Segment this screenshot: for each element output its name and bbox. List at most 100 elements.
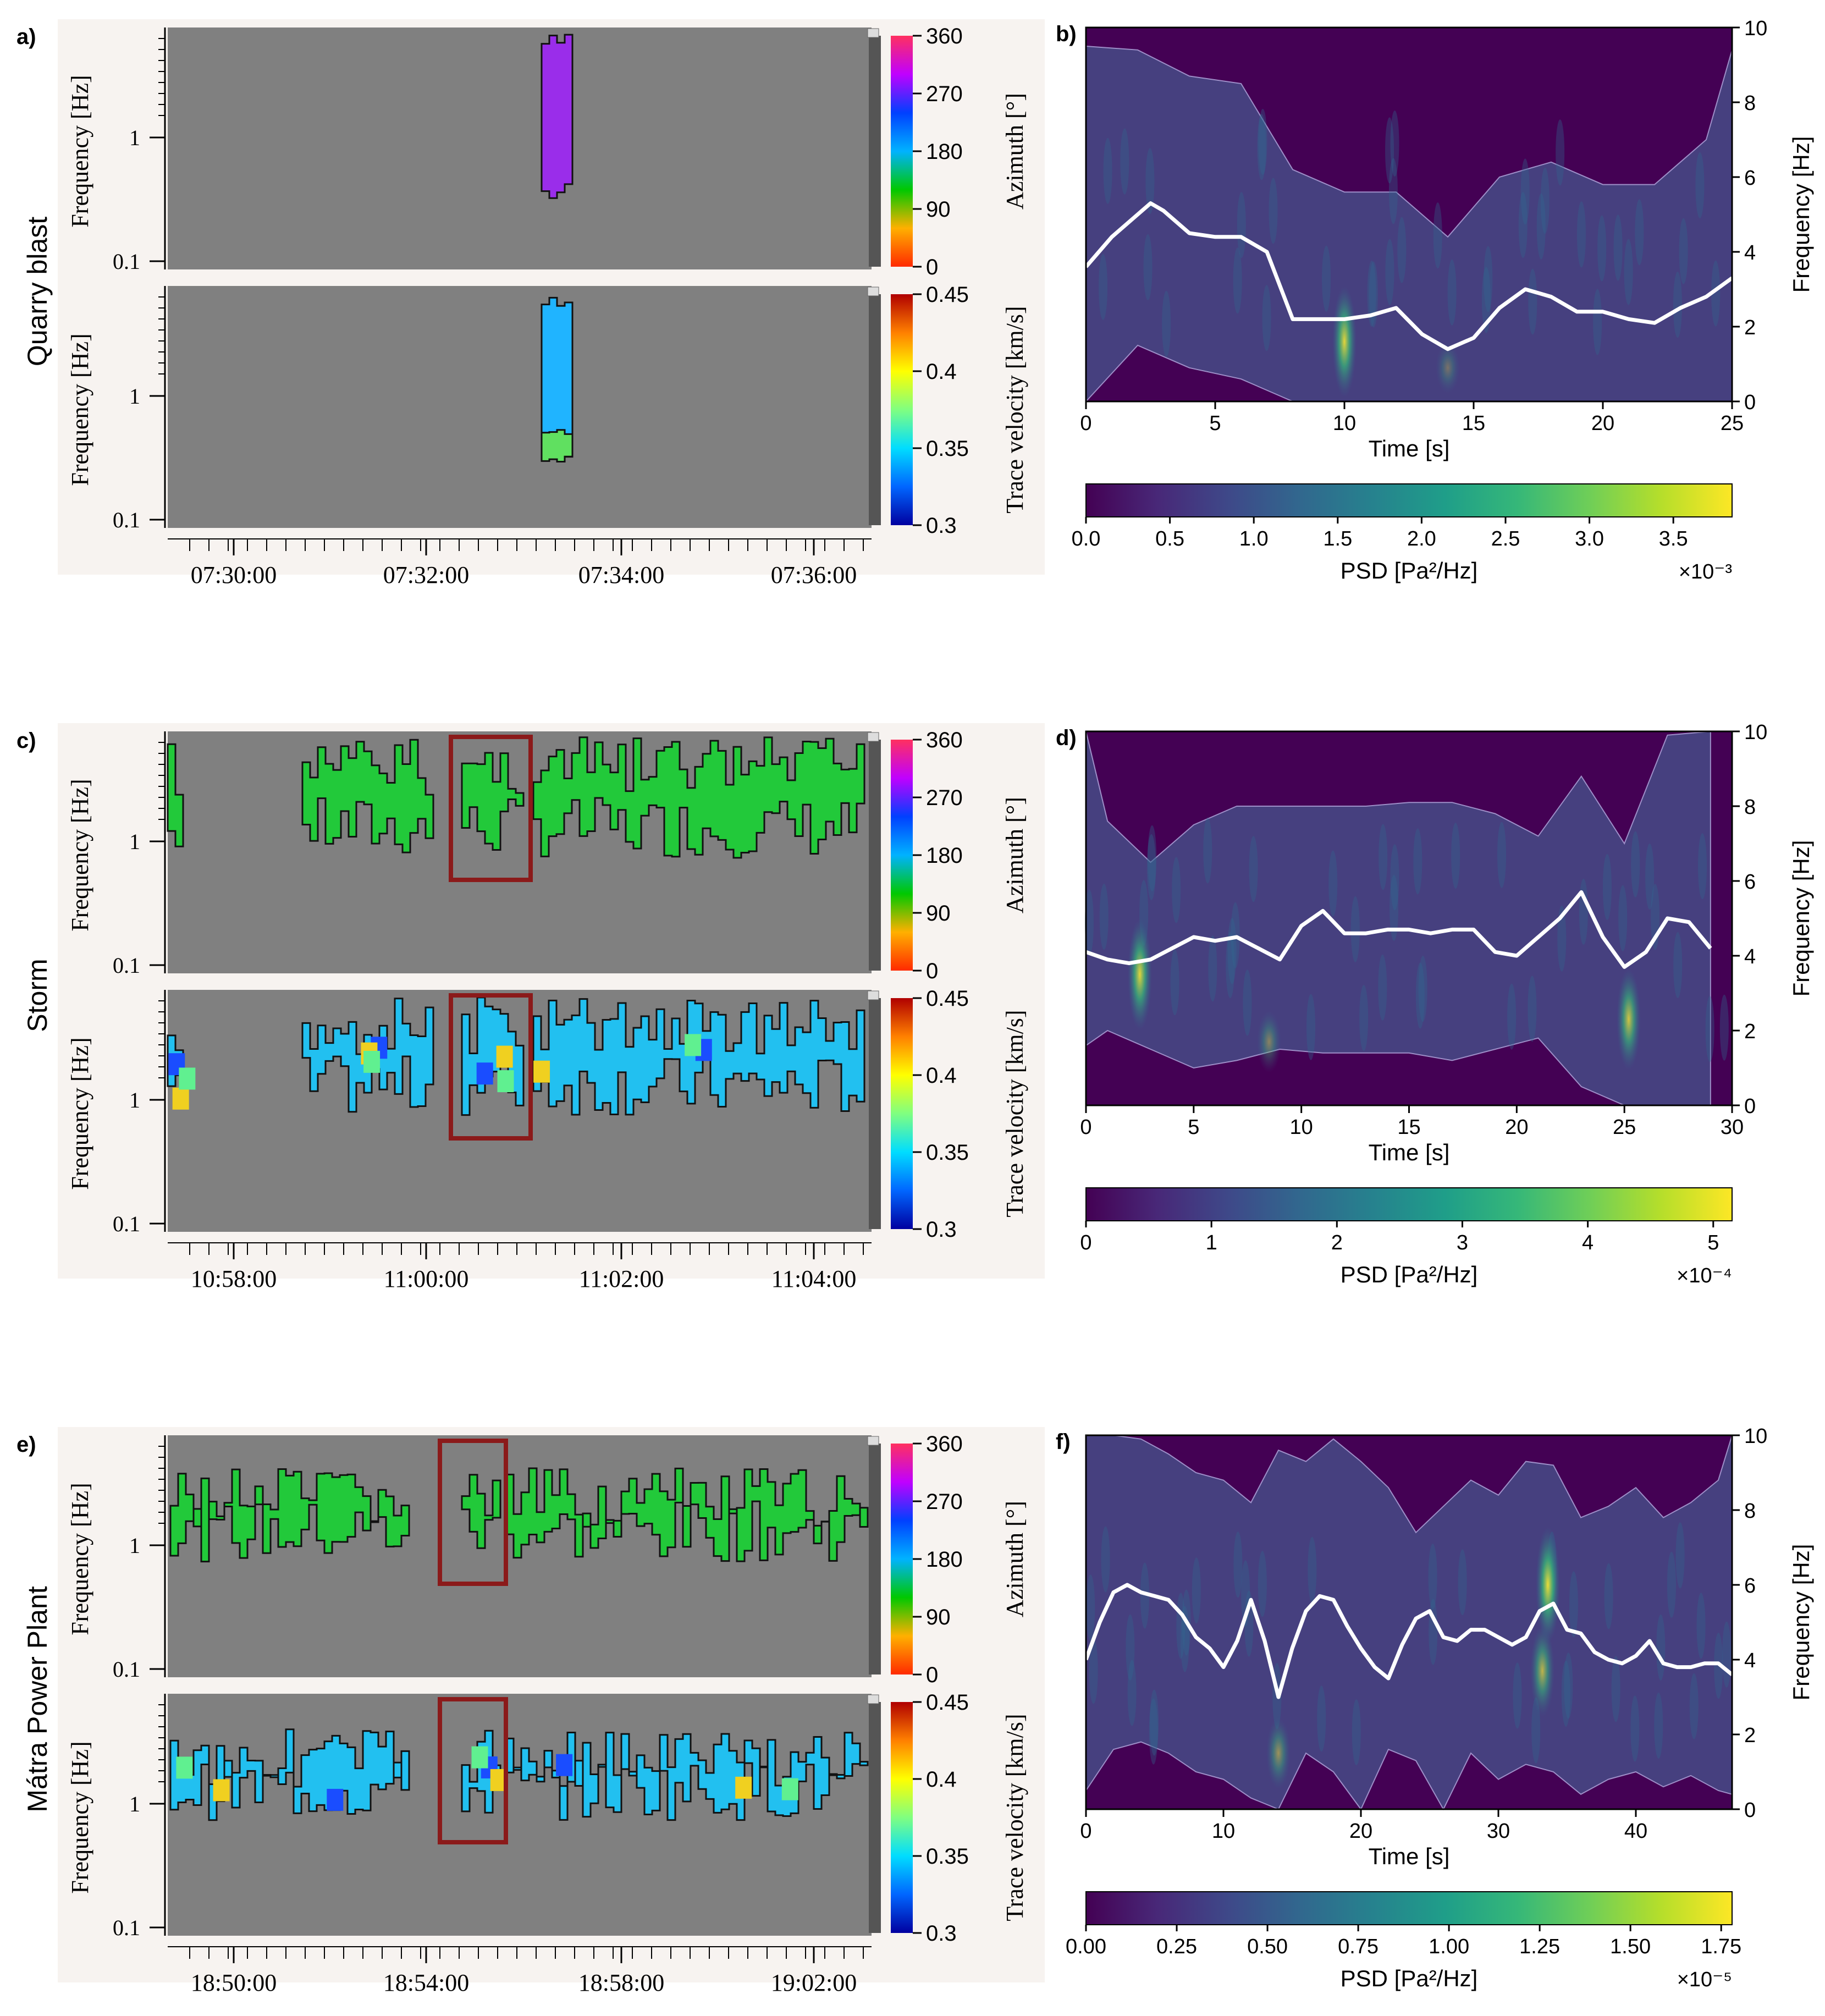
corner-icon[interactable]	[867, 732, 879, 742]
psd-colorbar	[1085, 1891, 1733, 1925]
colorbar-tick-label: 3	[1457, 1231, 1468, 1254]
psd-streak	[1385, 239, 1394, 305]
colorbar-tick-label: 1.25	[1519, 1935, 1560, 1958]
psd-streak	[1243, 970, 1252, 1036]
velocity-colorbar	[891, 294, 913, 525]
y-tick-label: 1	[129, 384, 140, 409]
scrollbar[interactable]	[869, 1702, 881, 1933]
psd-streak	[1120, 128, 1129, 195]
psd-streak	[1148, 825, 1157, 891]
colorbar-tick-label: 90	[926, 197, 951, 222]
velocity-colorbar	[891, 1702, 913, 1933]
psd-streak	[1101, 1526, 1110, 1593]
psd-streak	[1484, 246, 1493, 312]
scrollbar[interactable]	[869, 740, 881, 971]
highlight-box	[438, 1697, 508, 1844]
psd-streak	[1140, 1562, 1149, 1629]
colorbar-label: PSD [Pa²/Hz]	[1341, 1262, 1478, 1287]
detection-patch	[461, 752, 525, 851]
psd-streak	[1237, 192, 1246, 258]
corner-icon[interactable]	[867, 990, 879, 1000]
scrollbar[interactable]	[869, 998, 881, 1229]
colorbar-tick-label: 0.3	[926, 514, 957, 538]
x-tick-label: 0	[1080, 1820, 1091, 1843]
psd-streak	[1719, 994, 1729, 1061]
row-label: Quarry blast	[22, 217, 53, 366]
psd-streak	[1689, 1673, 1699, 1739]
psd-streak	[1233, 1532, 1243, 1598]
scrollbar[interactable]	[869, 36, 881, 267]
colorbar-tick-label: 0.5	[1155, 527, 1184, 550]
psd-streak	[1397, 217, 1407, 283]
psd-streak	[1390, 874, 1399, 941]
psd-streak	[1679, 218, 1688, 284]
psd-streak	[1084, 889, 1094, 956]
colorbar-label: Trace velocity [km/s]	[1001, 306, 1028, 513]
x-tick-label: 25	[1721, 412, 1744, 435]
mean-frequency-line	[1084, 201, 1734, 351]
detection-patch	[505, 1467, 869, 1562]
corner-icon[interactable]	[867, 1694, 879, 1704]
psd-streak	[1458, 1549, 1467, 1616]
azimuth-colorbar	[891, 740, 913, 971]
x-tick-label: 30	[1721, 1116, 1744, 1139]
x-tick-label: 15	[1462, 412, 1485, 435]
psd-streak	[1086, 1574, 1095, 1641]
psd-streak	[1269, 178, 1278, 244]
psd-streak	[1306, 994, 1316, 1060]
psd-streak	[1429, 1599, 1438, 1665]
y-tick-label: 8	[1744, 92, 1756, 115]
colorbar-tick-label: 0.35	[926, 1844, 969, 1869]
y-tick-label: 1	[129, 829, 140, 854]
psd-streak	[1308, 1536, 1317, 1603]
psd-streak	[1150, 1689, 1159, 1756]
psd-streak	[1602, 854, 1612, 921]
y-axis-label: Frequency [Hz]	[1788, 840, 1814, 997]
psd-streak	[1390, 844, 1399, 911]
colorbar-tick-label: 4	[1582, 1231, 1594, 1254]
y-tick-label: 10	[1744, 17, 1767, 40]
psd-streak	[1654, 1692, 1663, 1759]
psd-streak	[1722, 1621, 1732, 1688]
x-tick-label: 10	[1333, 412, 1356, 435]
panel-letter: b)	[1056, 22, 1077, 46]
psd-streak	[1099, 883, 1109, 950]
psd-streak	[1328, 850, 1338, 917]
corner-icon[interactable]	[867, 1436, 879, 1446]
mean-frequency-line	[1084, 1583, 1734, 1699]
psd-hotspot	[1266, 1717, 1291, 1789]
scrollbar[interactable]	[869, 294, 881, 525]
psd-streak	[1513, 1662, 1522, 1729]
x-tick-label: 30	[1487, 1820, 1510, 1843]
colorbar-tick-label: 0	[926, 1663, 938, 1687]
x-axis-label: Time [s]	[1369, 1139, 1450, 1165]
psd-streak	[1520, 158, 1530, 225]
psd-streak	[1385, 117, 1394, 184]
detection-patch	[541, 34, 574, 199]
colorbar-tick-label: 0.00	[1066, 1935, 1106, 1958]
psd-streak	[1497, 822, 1507, 888]
colorbar-tick-label: 0.45	[926, 987, 969, 1011]
psd-streak	[1561, 1660, 1570, 1727]
psd-streak	[1528, 268, 1537, 335]
corner-icon[interactable]	[867, 287, 879, 296]
psd-streak	[1379, 824, 1388, 890]
psd-streak	[1433, 202, 1442, 269]
y-tick-label: 2	[1744, 1020, 1756, 1043]
time-tick-label: 07:34:00	[578, 561, 664, 588]
psd-streak	[1208, 935, 1217, 1002]
y-tick-label: 0.1	[113, 1915, 140, 1940]
psd-streak	[1257, 114, 1266, 180]
y-tick-label: 4	[1744, 241, 1756, 265]
scrollbar[interactable]	[869, 1444, 881, 1675]
detection-patch	[532, 736, 865, 859]
detection-hotcell	[172, 1087, 189, 1110]
detection-hotcell	[471, 1746, 488, 1769]
colorbar-tick-label: 360	[926, 24, 963, 48]
corner-icon[interactable]	[867, 28, 879, 38]
psd-hotspot	[1617, 968, 1641, 1070]
colorbar-tick-label: 360	[926, 728, 963, 752]
x-tick-label: 25	[1613, 1116, 1636, 1139]
time-tick-label: 11:04:00	[771, 1265, 857, 1292]
